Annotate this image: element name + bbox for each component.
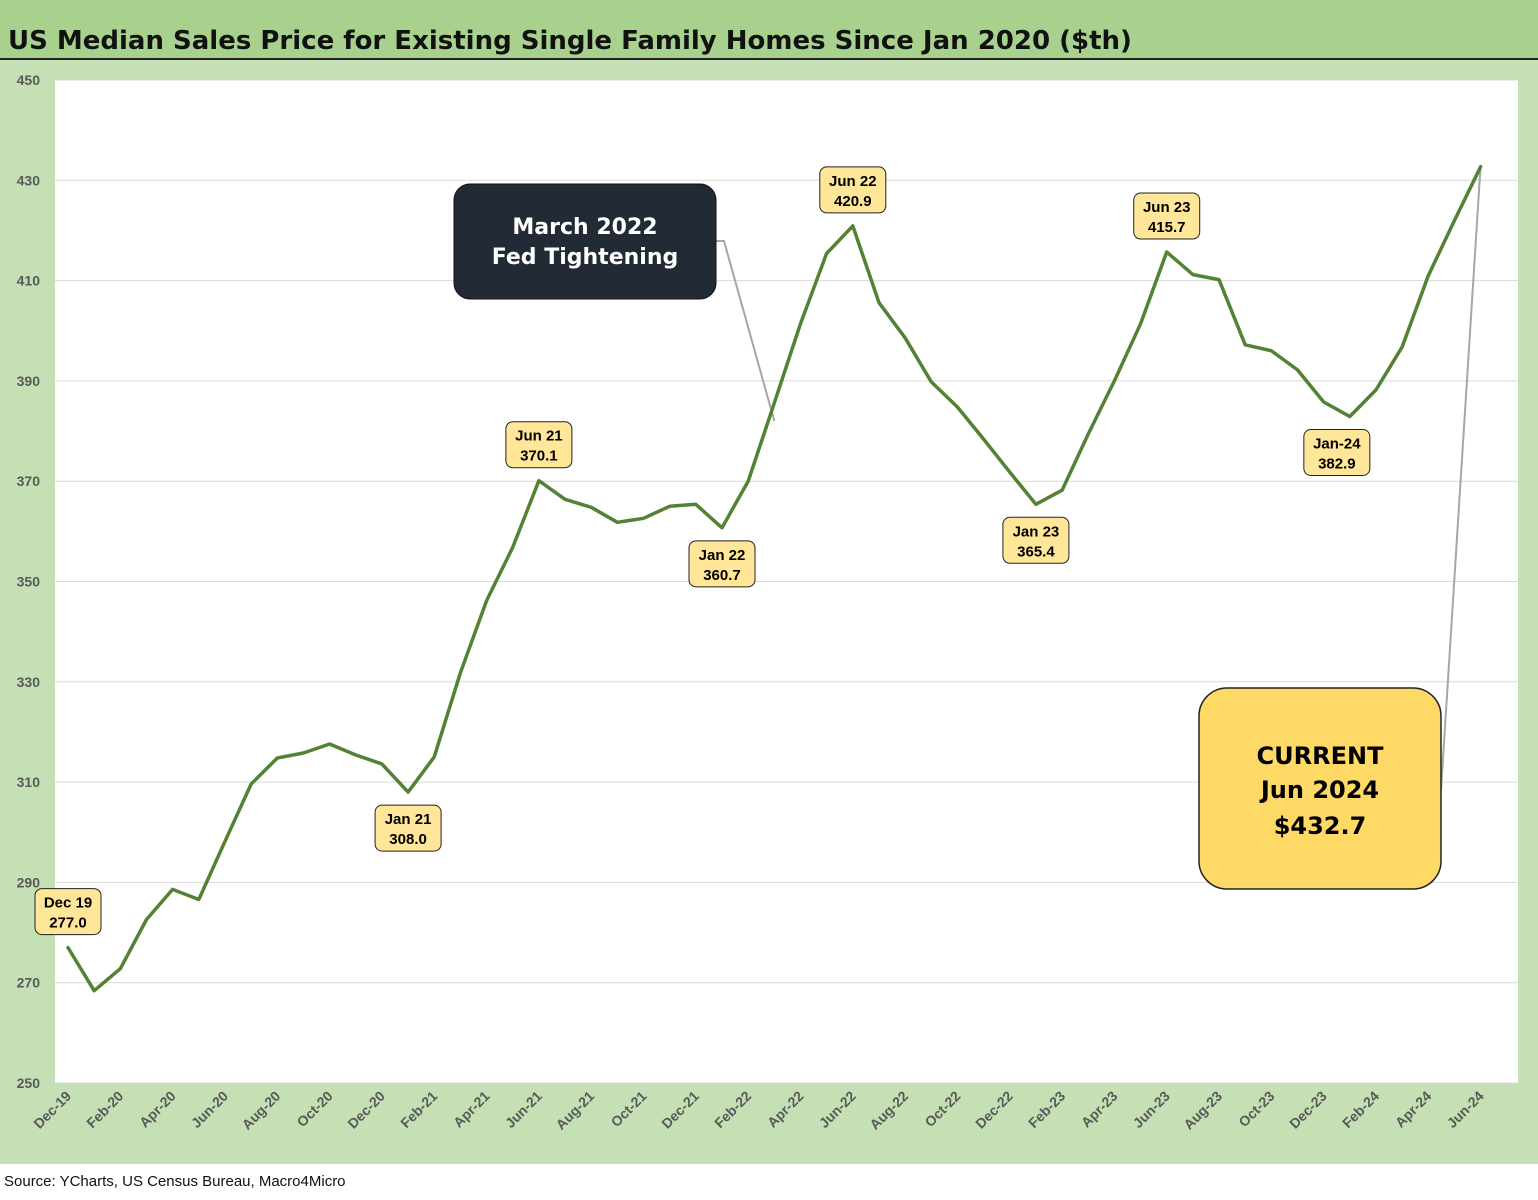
annotation-value: 308.0 bbox=[389, 831, 427, 848]
x-tick-label: Feb-24 bbox=[1339, 1088, 1382, 1131]
callout-box bbox=[453, 183, 717, 300]
annotation-label: Jun 23 415.7 bbox=[1133, 192, 1201, 240]
x-tick-label: Jun-20 bbox=[188, 1088, 231, 1131]
x-tick-label: Jun-21 bbox=[502, 1088, 545, 1131]
x-tick-label: Dec-23 bbox=[1286, 1088, 1330, 1132]
x-tick-label: Dec-20 bbox=[344, 1088, 388, 1132]
annotation-value: 415.7 bbox=[1148, 219, 1186, 236]
y-tick-label: 290 bbox=[17, 874, 41, 890]
y-tick-label: 370 bbox=[17, 473, 41, 489]
annotation-value: 370.1 bbox=[520, 448, 558, 465]
x-tick-label: Dec-21 bbox=[658, 1088, 702, 1132]
annotation-label: Jun 21 370.1 bbox=[505, 421, 573, 469]
annotation-value: 420.9 bbox=[834, 193, 872, 210]
data-line bbox=[66, 165, 1483, 993]
annotation-label: Jun 22 420.9 bbox=[819, 166, 887, 214]
y-tick-label: 430 bbox=[17, 172, 41, 188]
callout-line: $432.7 bbox=[1274, 812, 1367, 840]
source-note: Source: YCharts, US Census Bureau, Macro… bbox=[4, 1173, 346, 1190]
x-tick-label: Oct-23 bbox=[1235, 1088, 1277, 1130]
x-tick-label: Apr-22 bbox=[764, 1088, 807, 1131]
y-tick-label: 270 bbox=[17, 975, 41, 991]
y-tick-label: 390 bbox=[17, 373, 41, 389]
x-tick-label: Apr-21 bbox=[450, 1088, 493, 1131]
annotation-date: Jan 21 bbox=[385, 811, 432, 828]
callout-line: CURRENT bbox=[1257, 742, 1385, 770]
title-bar: US Median Sales Price for Existing Singl… bbox=[0, 0, 1538, 60]
x-tick-label: Apr-23 bbox=[1078, 1088, 1121, 1131]
annotation-date: Jan 22 bbox=[699, 547, 746, 564]
annotation-date: Jun 22 bbox=[829, 173, 877, 190]
callout-line: Fed Tightening bbox=[492, 245, 678, 270]
annotation-box bbox=[1303, 429, 1371, 477]
annotation-box bbox=[505, 421, 573, 469]
annotation-label: Jan 22 360.7 bbox=[688, 540, 756, 588]
x-tick-label: Oct-21 bbox=[608, 1088, 650, 1130]
annotation-date: Jun 21 bbox=[515, 428, 563, 445]
annotation-box bbox=[819, 166, 887, 214]
annotation-label: Dec 19 277.0 bbox=[34, 888, 102, 936]
x-tick-label: Feb-21 bbox=[397, 1088, 440, 1131]
x-tick-label: Oct-22 bbox=[921, 1088, 963, 1130]
annotation-box bbox=[688, 540, 756, 588]
annotation-date: Jan-24 bbox=[1313, 436, 1361, 453]
y-tick-label: 310 bbox=[17, 774, 41, 790]
leader-line bbox=[1440, 164, 1482, 791]
callout-line: Jun 2024 bbox=[1259, 776, 1379, 804]
x-tick-label: Aug-21 bbox=[552, 1088, 597, 1133]
x-tick-label: Aug-20 bbox=[239, 1088, 284, 1133]
x-tick-label: Oct-20 bbox=[294, 1088, 336, 1130]
y-tick-label: 450 bbox=[17, 72, 41, 88]
annotation-value: 382.9 bbox=[1318, 456, 1356, 473]
x-tick-label: Jun-23 bbox=[1130, 1088, 1173, 1131]
x-tick-label: Feb-20 bbox=[83, 1088, 126, 1131]
annotation-box bbox=[1002, 516, 1070, 564]
annotation-box bbox=[34, 888, 102, 936]
chart-title: US Median Sales Price for Existing Singl… bbox=[8, 26, 1132, 56]
annotation-box bbox=[374, 804, 442, 852]
x-tick-label: Apr-20 bbox=[136, 1088, 179, 1131]
callout-line: March 2022 bbox=[512, 215, 657, 240]
x-tick-label: Feb-22 bbox=[711, 1088, 754, 1131]
x-tick-label: Dec-22 bbox=[972, 1088, 1016, 1132]
current-value-callout: CURRENT Jun 2024 $432.7 bbox=[1198, 687, 1442, 890]
leader-line bbox=[716, 240, 776, 422]
x-tick-label: Aug-23 bbox=[1180, 1088, 1225, 1133]
x-tick-label: Aug-22 bbox=[866, 1088, 911, 1133]
x-tick-label: Jun-24 bbox=[1444, 1088, 1487, 1131]
y-tick-label: 250 bbox=[17, 1075, 41, 1091]
annotation-value: 365.4 bbox=[1017, 543, 1055, 560]
y-tick-label: 410 bbox=[17, 273, 41, 289]
fed-tightening-callout: March 2022 Fed Tightening bbox=[453, 183, 717, 300]
annotation-label: Jan 23 365.4 bbox=[1002, 516, 1070, 564]
annotation-box bbox=[1133, 192, 1201, 240]
y-tick-label: 350 bbox=[17, 574, 41, 590]
annotation-date: Jan 23 bbox=[1013, 523, 1060, 540]
annotation-value: 360.7 bbox=[703, 567, 741, 584]
annotation-label: Jan-24 382.9 bbox=[1303, 429, 1371, 477]
callout-box bbox=[1198, 687, 1442, 890]
x-tick-label: Apr-24 bbox=[1392, 1088, 1435, 1131]
x-tick-label: Feb-23 bbox=[1025, 1088, 1068, 1131]
annotation-date: Dec 19 bbox=[44, 895, 92, 912]
x-tick-label: Dec-19 bbox=[30, 1088, 74, 1132]
annotation-value: 277.0 bbox=[49, 915, 87, 932]
y-tick-label: 330 bbox=[17, 674, 41, 690]
x-tick-label: Jun-22 bbox=[816, 1088, 859, 1131]
annotation-date: Jun 23 bbox=[1143, 199, 1191, 216]
annotation-label: Jan 21 308.0 bbox=[374, 804, 442, 852]
